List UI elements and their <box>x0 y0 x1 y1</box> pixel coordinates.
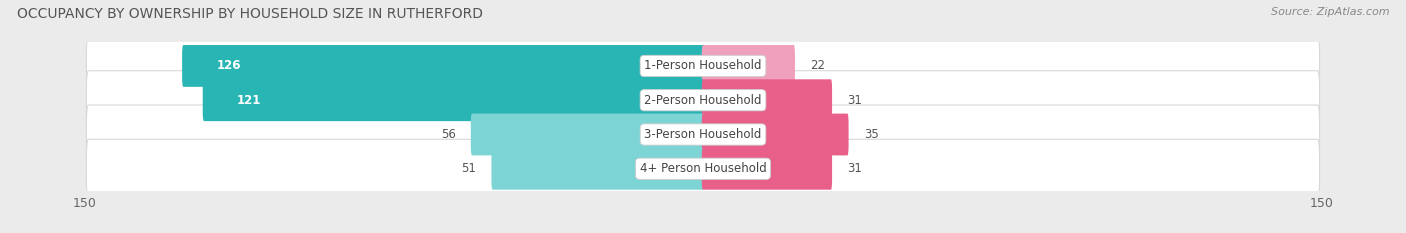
FancyBboxPatch shape <box>702 113 849 155</box>
Text: 4+ Person Household: 4+ Person Household <box>640 162 766 175</box>
Text: 56: 56 <box>440 128 456 141</box>
Text: 31: 31 <box>848 162 862 175</box>
Text: 2-Person Household: 2-Person Household <box>644 94 762 107</box>
Text: 35: 35 <box>863 128 879 141</box>
Text: OCCUPANCY BY OWNERSHIP BY HOUSEHOLD SIZE IN RUTHERFORD: OCCUPANCY BY OWNERSHIP BY HOUSEHOLD SIZE… <box>17 7 482 21</box>
FancyBboxPatch shape <box>202 79 704 121</box>
Text: 3-Person Household: 3-Person Household <box>644 128 762 141</box>
FancyBboxPatch shape <box>702 148 832 190</box>
Text: 121: 121 <box>238 94 262 107</box>
FancyBboxPatch shape <box>86 105 1320 164</box>
FancyBboxPatch shape <box>86 139 1320 198</box>
Text: 51: 51 <box>461 162 477 175</box>
FancyBboxPatch shape <box>492 148 704 190</box>
Text: 126: 126 <box>217 59 240 72</box>
FancyBboxPatch shape <box>86 36 1320 96</box>
FancyBboxPatch shape <box>86 71 1320 130</box>
FancyBboxPatch shape <box>471 113 704 155</box>
FancyBboxPatch shape <box>702 45 794 87</box>
Text: 1-Person Household: 1-Person Household <box>644 59 762 72</box>
FancyBboxPatch shape <box>183 45 704 87</box>
Text: 22: 22 <box>810 59 825 72</box>
Text: Source: ZipAtlas.com: Source: ZipAtlas.com <box>1271 7 1389 17</box>
Text: 31: 31 <box>848 94 862 107</box>
FancyBboxPatch shape <box>702 79 832 121</box>
